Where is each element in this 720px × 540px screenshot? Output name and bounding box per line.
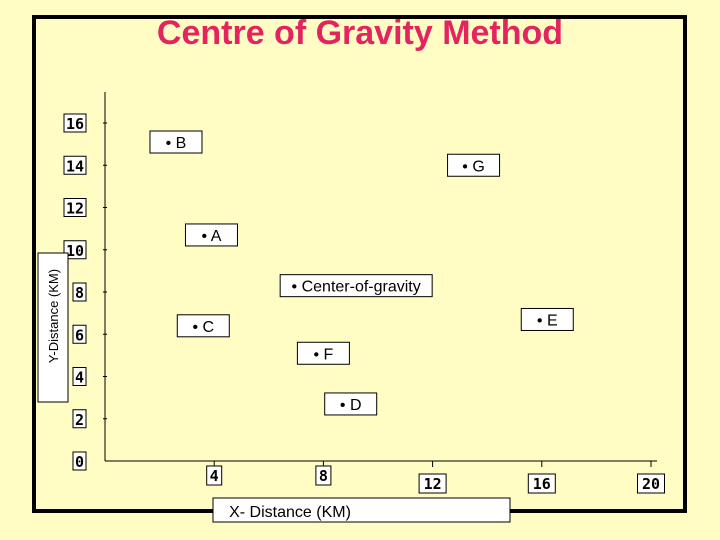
x-axis-title-box — [212, 497, 511, 523]
y-tick-label: 12 — [66, 200, 84, 218]
y-axis-title: Y-Distance (KM) — [46, 269, 61, 363]
data-point-label: • B — [166, 135, 187, 152]
x-tick-label: 8 — [319, 467, 328, 485]
y-tick-label: 6 — [75, 326, 84, 344]
data-point-box — [176, 314, 230, 338]
y-tick-box — [72, 367, 87, 386]
y-tick-box — [63, 113, 87, 133]
y-axis-title-box — [37, 252, 69, 403]
data-point-label: • G — [462, 158, 485, 175]
y-tick-label: 0 — [75, 453, 84, 471]
data-point-box — [520, 307, 574, 331]
data-point-box — [279, 274, 433, 298]
x-tick-box — [315, 465, 332, 486]
y-tick-box — [72, 451, 87, 471]
y-tick-label: 8 — [75, 284, 84, 302]
y-tick-label: 16 — [66, 115, 84, 133]
data-point-box — [324, 392, 378, 416]
data-point-label: • E — [537, 312, 558, 329]
y-tick-label: 2 — [75, 411, 84, 429]
y-tick-label: 4 — [75, 369, 84, 387]
y-tick-box — [63, 198, 87, 217]
y-tick-box — [72, 324, 87, 344]
data-point-label: • C — [192, 319, 214, 336]
chart-title: Centre of Gravity Method — [156, 14, 564, 52]
data-point-label: • F — [313, 346, 333, 363]
data-point-box — [447, 153, 501, 177]
x-tick-label: 20 — [642, 475, 660, 493]
data-point-box — [149, 130, 203, 154]
y-tick-label: 14 — [66, 157, 84, 175]
x-tick-label: 16 — [533, 475, 551, 493]
data-point-box — [296, 341, 350, 365]
y-tick-box — [63, 155, 87, 175]
data-point-label: • D — [340, 397, 362, 414]
data-point-label: • Center-of-gravity — [292, 279, 421, 296]
x-tick-box — [206, 465, 223, 486]
y-tick-box — [72, 409, 87, 429]
data-point-box — [184, 223, 238, 247]
x-axis-title: X- Distance (KM) — [229, 504, 351, 521]
y-tick-box — [72, 282, 87, 302]
x-tick-box — [418, 473, 447, 494]
y-tick-label: 10 — [66, 242, 84, 260]
x-tick-box — [637, 473, 665, 494]
x-tick-label: 12 — [424, 475, 442, 493]
x-tick-box — [527, 473, 556, 494]
x-tick-label: 4 — [210, 467, 219, 485]
y-tick-box — [63, 240, 87, 260]
data-point-label: • A — [202, 228, 222, 245]
